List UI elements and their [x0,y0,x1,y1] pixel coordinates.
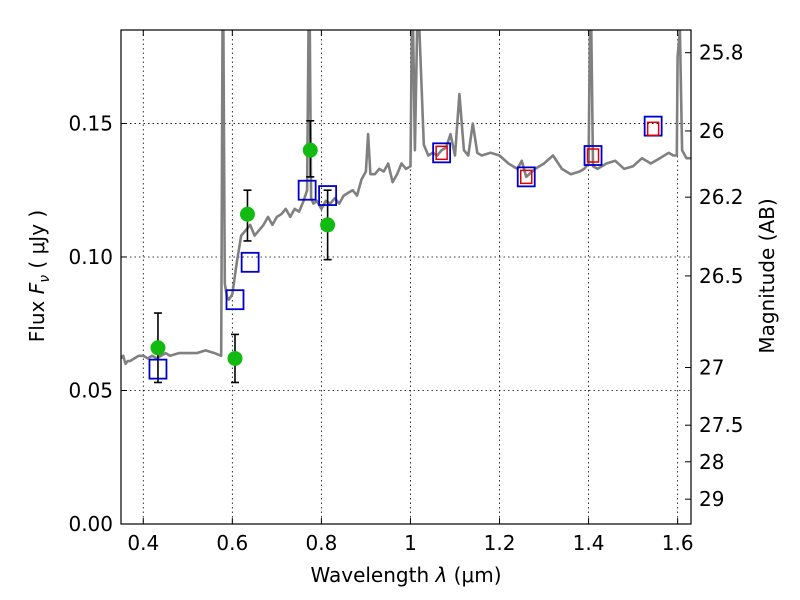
y-tick-label: 0.05 [68,378,113,402]
model-photometry-square [225,289,245,311]
observed-point [302,142,318,158]
right-tick-label: 26.5 [699,264,744,288]
x-tick-label: 1.6 [662,531,694,555]
y-axis-title-unit: ( μJy ) [25,210,49,275]
plot-frame [120,29,692,525]
observed-point [227,350,243,366]
right-axis-title: Magnitude (AB) [755,198,779,353]
alt-photometry-square [435,145,448,161]
alt-photometry-square [646,121,660,137]
x-axis-title-prefix: Wavelength [310,563,435,587]
x-tick-label: 0.8 [305,531,337,555]
x-axis-title-unit: (μm) [447,563,501,587]
model-photometry-square [583,145,603,166]
model-photometry-square [318,185,338,206]
y-tick-label: 0.10 [68,245,113,269]
y-axis-title-symbol: F [25,282,49,294]
model-photometry-square [516,166,536,188]
y-tick-label: 0.00 [68,512,113,536]
model-photometry-square [240,251,260,273]
right-tick-label: 25.8 [699,41,744,65]
y-axis-title-sub: ν [37,275,53,283]
tick-marks [121,30,691,525]
y-axis-title-prefix: Flux [25,294,49,342]
observed-point [150,340,166,356]
alt-photometry-square [586,148,600,163]
model-spectrum-line [121,30,691,366]
observed-point [320,217,336,233]
x-tick-label: 0.6 [216,531,248,555]
tick-labels: 0.4 0.6 0.8 1 1.2 1.4 1.6 0.00 0.05 0.10 0.15 25.8 2… [68,41,743,555]
x-axis-title: Wavelength λ (μm) [310,563,501,587]
series-layer [121,30,691,384]
y-axis-title: Flux Fν ( μJy ) [25,210,53,342]
right-tick-label: 27.5 [699,413,744,437]
right-tick-label: 28 [699,450,724,474]
x-tick-label: 0.4 [127,531,159,555]
alt-photometry-square [519,169,533,185]
right-tick-label: 29 [699,487,724,511]
x-tick-label: 1.2 [484,531,516,555]
model-photometry-square [432,142,452,164]
right-tick-label: 26.2 [699,185,744,209]
model-photometry-square [148,358,168,380]
model-photometry-square [297,179,317,201]
x-axis-title-symbol: λ [434,563,447,587]
x-tick-label: 1 [404,531,417,555]
right-tick-label: 26 [699,119,724,143]
y-tick-label: 0.15 [68,111,113,135]
observed-point [239,206,255,222]
right-tick-label: 27 [699,356,724,380]
grid-lines [121,30,691,525]
x-tick-label: 1.4 [573,531,605,555]
